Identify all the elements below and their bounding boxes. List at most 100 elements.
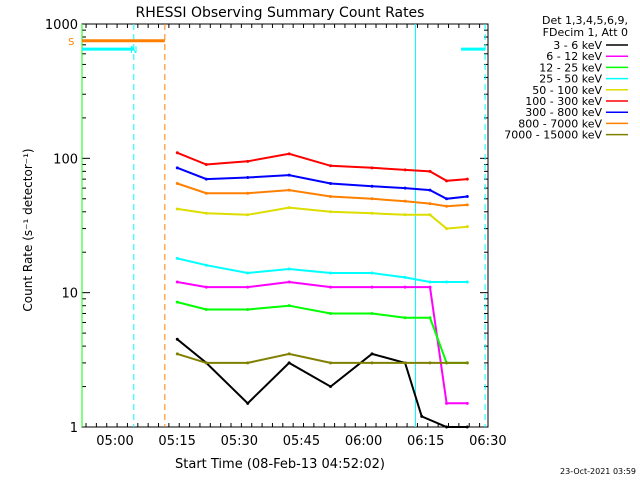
data-point	[370, 361, 374, 365]
data-point	[287, 206, 291, 210]
y-axis-label: Count Rate (s⁻¹ detector⁻¹)	[21, 148, 35, 311]
legend-label: 6 - 12 keV	[546, 50, 602, 63]
data-point	[403, 199, 407, 203]
data-point	[329, 271, 333, 275]
data-point	[465, 225, 469, 229]
data-point	[287, 280, 291, 284]
data-point	[329, 164, 333, 168]
legend-header: FDecim 1, Att 0	[543, 26, 628, 39]
data-point	[465, 203, 469, 207]
data-point	[329, 194, 333, 198]
data-point	[204, 361, 208, 365]
data-point	[175, 151, 179, 155]
x-tick-label: 05:00	[96, 434, 133, 449]
data-point	[403, 168, 407, 172]
x-tick-label: 06:15	[407, 434, 444, 449]
data-point	[246, 191, 250, 195]
data-point	[370, 311, 374, 315]
data-point	[175, 256, 179, 260]
legend-label: 100 - 300 keV	[525, 95, 602, 108]
data-point	[403, 275, 407, 279]
x-tick-label: 06:30	[469, 434, 506, 449]
legend: Det 1,3,4,5,6,9,FDecim 1, Att 03 - 6 keV…	[504, 14, 628, 142]
legend-label: 25 - 50 keV	[539, 73, 602, 86]
data-point	[370, 184, 374, 188]
data-point	[445, 204, 449, 208]
legend-label: 3 - 6 keV	[553, 39, 602, 52]
footer-timestamp: 23-Oct-2021 03:59	[560, 467, 636, 476]
data-point	[445, 401, 449, 405]
data-point	[465, 194, 469, 198]
legend-label: 12 - 25 keV	[539, 61, 602, 74]
data-point	[175, 207, 179, 211]
data-point	[287, 267, 291, 271]
data-point	[445, 179, 449, 183]
data-point	[287, 361, 291, 365]
data-point	[329, 210, 333, 214]
plot-area: 1 10 100 1000 05:00 05:15 05:30 05:45 06:00 06:15…	[45, 18, 507, 449]
legend-header: Det 1,3,4,5,6,9,	[542, 14, 628, 27]
data-point	[175, 352, 179, 356]
data-point	[204, 263, 208, 267]
data-point	[329, 285, 333, 289]
data-point	[370, 166, 374, 170]
flag-label: N	[130, 45, 137, 56]
data-point	[246, 361, 250, 365]
data-point	[403, 186, 407, 190]
series-line	[177, 280, 468, 405]
series-line	[176, 151, 468, 182]
data-point	[204, 285, 208, 289]
data-point	[246, 213, 250, 217]
data-point	[370, 285, 374, 289]
data-point	[204, 177, 208, 181]
data-point	[428, 316, 432, 320]
data-point	[403, 285, 407, 289]
data-point	[175, 166, 179, 170]
data-point	[465, 280, 469, 284]
chart-title: RHESSI Observing Summary Count Rates	[136, 5, 425, 21]
data-point	[329, 181, 333, 185]
data-point	[420, 414, 424, 418]
data-point	[204, 307, 208, 311]
data-point	[175, 337, 179, 341]
x-axis-label: Start Time (08-Feb-13 04:52:02)	[175, 457, 385, 472]
data-point	[287, 304, 291, 308]
data-point	[445, 361, 449, 365]
data-point	[287, 352, 291, 356]
series-line	[177, 301, 468, 364]
data-point	[204, 211, 208, 215]
data-point	[175, 300, 179, 304]
data-point	[246, 285, 250, 289]
data-point	[428, 188, 432, 192]
legend-label: 50 - 100 keV	[532, 84, 602, 97]
data-point	[428, 280, 432, 284]
data-point	[445, 227, 449, 231]
data-point	[403, 316, 407, 320]
data-point	[465, 361, 469, 365]
legend-label: 800 - 7000 keV	[518, 117, 602, 130]
data-point	[329, 385, 333, 389]
data-point	[370, 211, 374, 215]
legend-label: 7000 - 15000 keV	[504, 129, 602, 142]
data-point	[246, 307, 250, 311]
y-tick-label: 1000	[45, 18, 78, 33]
data-point	[428, 213, 432, 217]
data-point	[329, 311, 333, 315]
data-point	[465, 177, 469, 181]
x-tick-label: 05:15	[158, 434, 195, 449]
data-point	[445, 425, 449, 429]
data-point	[428, 285, 432, 289]
series-line	[177, 206, 468, 230]
series-line	[176, 338, 468, 428]
data-point	[370, 197, 374, 201]
data-point	[329, 361, 333, 365]
series-line	[176, 182, 468, 208]
data-point	[445, 280, 449, 284]
data-point	[465, 425, 469, 429]
data-point	[204, 162, 208, 166]
data-point	[428, 169, 432, 173]
flag-label: S	[68, 37, 74, 48]
data-point	[370, 271, 374, 275]
data-point	[204, 191, 208, 195]
